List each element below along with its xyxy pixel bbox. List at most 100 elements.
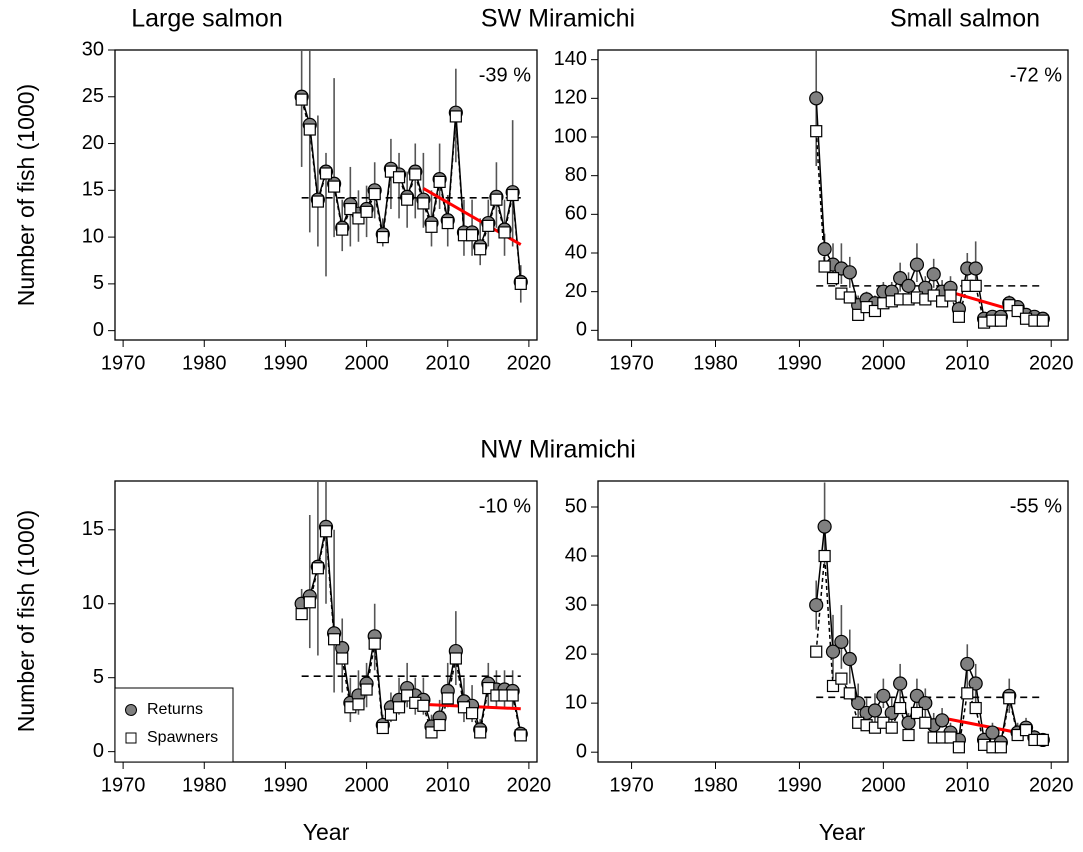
y-tick-label: 120 (554, 87, 587, 109)
row-title: NW Miramichi (480, 436, 636, 464)
x-tick-label: 1990 (777, 774, 822, 796)
x-tick-label: 2000 (861, 352, 906, 374)
spawners-point (376, 721, 389, 735)
spawners-point (352, 212, 365, 225)
spawners-point (425, 726, 438, 739)
x-axis-label: Year (819, 819, 866, 845)
returns-point (842, 265, 857, 280)
returns-point (960, 656, 975, 672)
plot-area (294, 50, 528, 303)
spawners-point (1036, 314, 1049, 327)
spawners-point (449, 652, 462, 665)
spawners-point (952, 741, 965, 754)
x-tick-label: 1970 (101, 774, 146, 796)
spawners-point (465, 229, 479, 242)
spawners-line (300, 99, 522, 284)
percent-change: -10 % (479, 495, 531, 517)
returns-point (825, 644, 841, 659)
y-tick-label: 60 (565, 203, 587, 225)
spawners-point (368, 187, 381, 201)
spawners-point (506, 689, 519, 702)
spawners-point (376, 230, 389, 244)
spawners-point (885, 721, 898, 734)
percent-change: -55 % (1010, 495, 1062, 517)
spawners-point (835, 672, 848, 685)
y-tick-label: 50 (565, 495, 587, 517)
x-tick-label: 1980 (182, 352, 227, 374)
spawners-point (409, 168, 422, 181)
percent-change: -39 % (479, 64, 531, 86)
spawners-point (952, 310, 965, 323)
spawners-point (295, 608, 308, 621)
y-tick-label: 10 (565, 691, 587, 713)
spawners-point (433, 718, 446, 732)
x-tick-label: 1980 (693, 774, 738, 796)
legend-label: Spawners (147, 729, 218, 746)
spawners-point (401, 689, 414, 702)
spawners-point (961, 687, 974, 700)
spawners-point (818, 549, 831, 563)
spawners-point (902, 728, 915, 742)
y-tick-label: 80 (565, 164, 587, 186)
x-tick-label: 1990 (777, 352, 822, 374)
returns-point (867, 703, 883, 718)
returns-point (842, 651, 857, 667)
x-tick-label: 2020 (1029, 352, 1074, 374)
spawners-point (810, 645, 823, 658)
y-axis-label: Number of fish (1000) (13, 510, 39, 732)
plot-area (294, 481, 528, 742)
x-tick-label: 2010 (425, 352, 470, 374)
x-tick-label: 2010 (945, 774, 990, 796)
spawners-point (843, 291, 856, 304)
spawners-point (392, 701, 406, 714)
spawners-point (336, 223, 349, 236)
y-axis-label: Number of fish (1000) (13, 84, 39, 306)
spawners-point (514, 277, 527, 290)
spawners-point (810, 125, 823, 138)
spawners-point (994, 741, 1007, 754)
spawners-point (498, 226, 511, 239)
spawners-point (1011, 304, 1024, 318)
y-tick-label: 140 (554, 48, 587, 70)
spawners-point (417, 699, 430, 712)
legend-symbol (125, 704, 137, 716)
returns-point (901, 278, 916, 293)
y-tick-label: 0 (93, 740, 104, 762)
spawners-point (441, 692, 454, 705)
spawners-point (944, 731, 957, 744)
x-tick-label: 2010 (945, 352, 990, 374)
spawners-point (319, 525, 333, 538)
spawners-point (1019, 724, 1033, 737)
spawners-point (303, 596, 316, 609)
returns-point (809, 597, 824, 613)
y-tick-label: 15 (82, 179, 104, 201)
y-tick-label: 5 (93, 272, 104, 294)
legend-label: Returns (147, 701, 203, 718)
spawners-point (868, 304, 882, 318)
returns-point (909, 257, 925, 272)
spawners-point (295, 93, 308, 106)
panel-title: Small salmon (890, 5, 1040, 33)
spawners-point (425, 220, 438, 233)
spawners-point (328, 180, 341, 193)
x-tick-label: 2000 (861, 774, 906, 796)
x-tick-label: 1980 (182, 774, 227, 796)
returns-point (851, 696, 866, 711)
spawners-point (969, 279, 982, 292)
y-tick-label: 100 (554, 125, 587, 147)
y-tick-label: 5 (93, 666, 104, 688)
spawners-point (360, 205, 373, 218)
spawners-point (994, 314, 1007, 327)
spawners-point (818, 260, 831, 273)
returns-point (968, 261, 983, 276)
spawners-point (328, 633, 341, 646)
x-tick-label: 2020 (507, 774, 552, 796)
spawners-point (417, 197, 430, 210)
returns-point (918, 696, 933, 711)
y-tick-label: 15 (82, 518, 104, 540)
spawners-point (910, 706, 924, 720)
spawners-point (392, 171, 406, 184)
percent-change: -72 % (1010, 64, 1062, 86)
returns-point (817, 242, 832, 257)
row-title: SW Miramichi (481, 5, 635, 33)
